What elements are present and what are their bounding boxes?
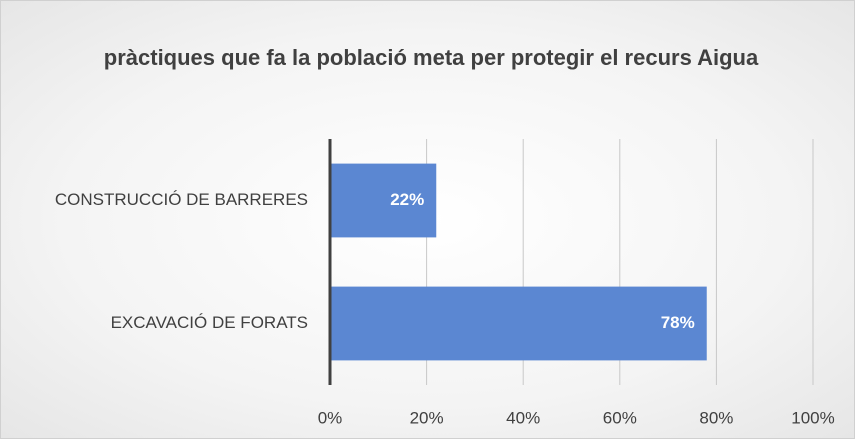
- x-tick-label: 40%: [506, 408, 540, 427]
- bar: [330, 286, 707, 361]
- x-tick-label: 80%: [699, 408, 733, 427]
- y-tick-label: EXCAVACIÓ DE FORATS: [111, 313, 308, 332]
- x-tick-label: 0%: [318, 408, 343, 427]
- data-label: 78%: [661, 313, 695, 332]
- x-tick-label: 60%: [603, 408, 637, 427]
- data-label: 22%: [390, 190, 424, 209]
- x-tick-label: 100%: [791, 408, 834, 427]
- chart-title: pràctiques que fa la població meta per p…: [103, 45, 759, 70]
- x-tick-label: 20%: [410, 408, 444, 427]
- bar: [330, 163, 437, 238]
- y-tick-label: CONSTRUCCIÓ DE BARRERES: [55, 190, 308, 209]
